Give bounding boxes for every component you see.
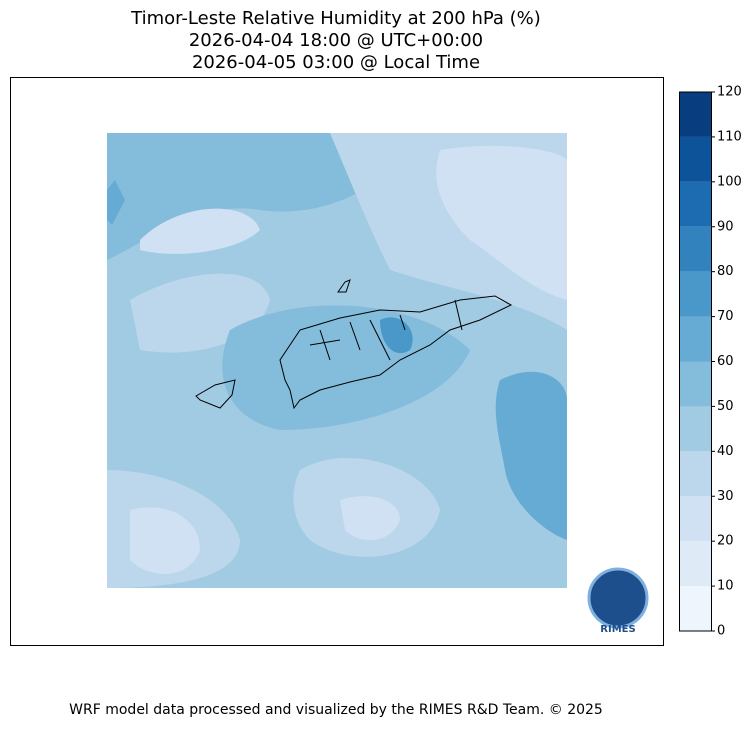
colorbar-tick-label: 90 [717,219,734,234]
colorbar-tick-label: 20 [717,534,734,549]
logo-text: RIMES [600,624,635,635]
humidity-field [107,133,567,588]
colorbar: 0 10 20 30 40 50 60 70 80 90 100 110 120 [679,85,742,639]
colorbar-band [679,361,711,407]
colorbar-band [679,271,711,317]
colorbar-band [679,226,711,272]
colorbar-band [679,181,711,227]
colorbar-tick-label: 120 [717,85,742,100]
colorbar-band [679,496,711,542]
colorbar-band [679,541,711,587]
colorbar-band [679,92,711,137]
contour-fill [130,507,200,574]
logo: RIMES [587,567,649,635]
colorbar-tick-label: 80 [717,264,734,279]
colorbar-tick-label: 0 [717,624,725,639]
colorbar-band [679,316,711,362]
title-line: 2026-04-04 18:00 @ UTC+00:00 [189,30,483,51]
colorbar-tick-label: 30 [717,489,734,504]
contour-fill [107,180,125,225]
colorbar-band [679,136,711,182]
footer: WRF model data processed and visualized … [69,702,603,718]
colorbar-band [679,451,711,497]
contour-fill [107,133,410,260]
colorbar-band [679,586,711,631]
colorbar-tick-label: 70 [717,309,734,324]
colorbar-tick-label: 100 [717,174,742,189]
contour-fill [340,496,400,541]
title-line: 2026-04-05 03:00 @ Local Time [192,52,480,73]
colorbar-tick-label: 110 [717,129,742,144]
colorbar-tick-label: 40 [717,444,734,459]
contour-fill [436,145,567,300]
colorbar-tick-label: 50 [717,399,734,414]
colorbar-tick-label: 60 [717,354,734,369]
coastline [195,279,513,410]
contour-fill [380,317,413,354]
colorbar-tick-label: 10 [717,579,734,594]
contour-fill [495,371,567,540]
contour-fill [140,208,260,254]
colorbar-band [679,406,711,452]
title-line: Timor-Leste Relative Humidity at 200 hPa… [130,8,541,29]
